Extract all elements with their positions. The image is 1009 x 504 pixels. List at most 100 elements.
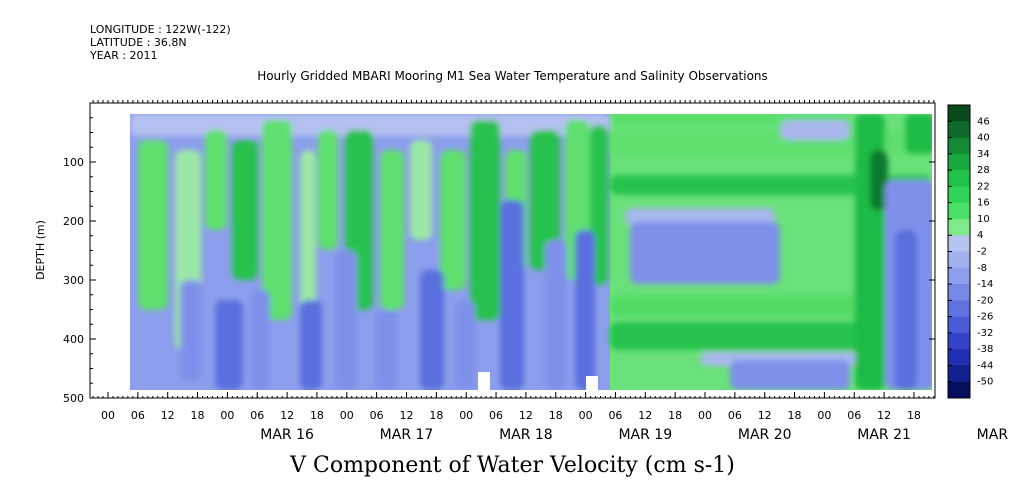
- data-gap: [586, 376, 598, 390]
- x-date-label: MAR 20: [738, 427, 792, 443]
- colorbar-swatch: [948, 267, 970, 285]
- x-tick-label: 06: [847, 409, 861, 422]
- x-tick-label: 12: [280, 409, 294, 422]
- field-structure: [205, 130, 227, 230]
- x-tick-label: 06: [370, 409, 384, 422]
- y-tick-label: 500: [63, 392, 84, 405]
- x-date-label: MAR 17: [380, 427, 434, 443]
- x-tick-label: 06: [728, 409, 742, 422]
- colorbar-swatch: [948, 365, 970, 383]
- x-date-label: MAR 22: [977, 427, 1009, 443]
- colorbar-swatch: [948, 381, 970, 399]
- field-structure: [500, 200, 524, 390]
- colorbar-label: 46: [977, 116, 990, 127]
- colorbar-swatch: [948, 316, 970, 334]
- data-gap: [130, 390, 610, 400]
- colorbar-label: -32: [977, 328, 993, 339]
- field-structure: [420, 270, 444, 390]
- latitude-label: LATITUDE : 36.8N: [90, 36, 187, 49]
- field-structure: [300, 150, 316, 320]
- x-tick-label: 12: [400, 409, 414, 422]
- field-structure: [610, 175, 932, 195]
- x-date-label: MAR 19: [618, 427, 672, 443]
- colorbar-label: -44: [977, 360, 993, 371]
- field-structure: [262, 120, 292, 320]
- x-tick-label: 18: [191, 409, 205, 422]
- x-tick-label: 18: [907, 409, 921, 422]
- x-date-label: MAR 21: [857, 427, 911, 443]
- x-tick-label: 18: [429, 409, 443, 422]
- colorbar-label: 4: [977, 230, 983, 241]
- colorbar-swatch: [948, 202, 970, 220]
- x-tick-label: 00: [698, 409, 712, 422]
- field-structure: [470, 120, 500, 320]
- colorbar-label: 22: [977, 181, 990, 192]
- colorbar: 46 40 34 28 22 16 10 4 -2 -8 -14 -20 -26 -32 -38 -44 -50: [947, 104, 993, 399]
- colorbar-label: -14: [977, 279, 993, 290]
- y-tick-label: 100: [63, 156, 84, 169]
- x-date-label: MAR 16: [260, 427, 314, 443]
- x-tick-label: 00: [459, 409, 473, 422]
- field-structure: [215, 300, 243, 390]
- field-structure: [300, 300, 322, 390]
- x-tick-label: 18: [310, 409, 324, 422]
- x-tick-label: 18: [549, 409, 563, 422]
- x-tick-label: 12: [638, 409, 652, 422]
- field-structure: [380, 150, 404, 310]
- colorbar-swatch: [948, 218, 970, 236]
- colorbar-label: -2: [977, 247, 987, 258]
- x-tick-label: 00: [579, 409, 593, 422]
- data-gaps: [130, 372, 935, 400]
- field-structure: [250, 290, 270, 390]
- variable-label: V Component of Water Velocity (cm s-1): [290, 453, 735, 478]
- colorbar-swatch: [948, 137, 970, 155]
- field-structure: [905, 114, 932, 154]
- colorbar-swatch: [948, 235, 970, 252]
- x-tick-label: 06: [250, 409, 264, 422]
- x-tick-label: 18: [788, 409, 802, 422]
- colorbar-label: -50: [977, 377, 993, 388]
- x-tick-label: 00: [220, 409, 234, 422]
- field-structure: [232, 140, 258, 280]
- field-structure: [895, 230, 917, 390]
- data-gap: [478, 372, 490, 390]
- field-structure: [318, 130, 338, 250]
- x-date-label: MAR 18: [499, 427, 553, 443]
- field-structure: [410, 140, 432, 240]
- field-structure: [780, 120, 850, 140]
- x-tick-label: 06: [131, 409, 145, 422]
- colorbar-swatch: [948, 284, 970, 301]
- field-structure: [335, 250, 357, 390]
- field-structure: [610, 295, 932, 317]
- data-field: [130, 114, 932, 390]
- field-structure: [610, 130, 932, 156]
- colorbar-label: 28: [977, 165, 990, 176]
- colorbar-swatch: [948, 251, 970, 269]
- field-structure: [625, 208, 775, 226]
- field-structure: [545, 240, 567, 390]
- colorbar-label: 34: [977, 149, 990, 160]
- field-structure: [180, 280, 202, 380]
- colorbar-label: -26: [977, 312, 993, 323]
- field-structures: [130, 114, 932, 390]
- field-structure: [870, 150, 888, 210]
- colorbar-swatch: [948, 121, 970, 139]
- x-tick-label: 12: [877, 409, 891, 422]
- chart-title: Hourly Gridded MBARI Mooring M1 Sea Wate…: [257, 69, 768, 83]
- field-structure: [530, 130, 560, 270]
- colorbar-swatch: [948, 105, 970, 122]
- colorbar-swatch: [948, 349, 970, 366]
- x-tick-label: 12: [519, 409, 533, 422]
- colorbar-swatch: [948, 153, 970, 171]
- colorbar-swatch: [948, 332, 970, 350]
- x-tick-label: 18: [668, 409, 682, 422]
- field-structure: [375, 310, 397, 390]
- y-tick-label: 300: [63, 274, 84, 287]
- field-structure: [455, 300, 475, 390]
- colorbar-swatch: [948, 186, 970, 204]
- x-tick-label: 12: [161, 409, 175, 422]
- y-axis-label: DEPTH (m): [34, 220, 47, 280]
- field-structure: [440, 150, 466, 290]
